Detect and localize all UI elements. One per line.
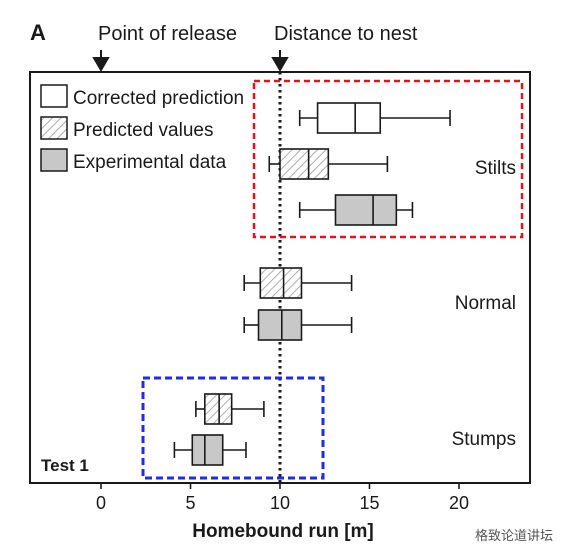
legend-swatch-filled xyxy=(40,148,68,172)
box-stilts-experimental-data xyxy=(298,194,414,226)
box-stumps-experimental-data xyxy=(173,434,247,466)
watermark: 格致论道讲坛 xyxy=(475,528,553,543)
group-label-normal: Normal xyxy=(455,293,516,314)
box-iqr xyxy=(316,102,382,134)
legend-label-experimental: Experimental data xyxy=(73,152,227,173)
box-series xyxy=(173,102,451,466)
box-stilts-corrected-prediction xyxy=(298,102,451,134)
x-tick-label: 15 xyxy=(359,493,379,513)
box-iqr xyxy=(334,194,398,226)
x-tick-label: 0 xyxy=(96,493,106,513)
box-stilts-predicted-values xyxy=(268,148,389,180)
legend-swatch-open xyxy=(40,84,68,108)
x-tick-label: 10 xyxy=(270,493,290,513)
release-arrow-icon xyxy=(92,50,110,72)
legend-swatch-hatched xyxy=(40,116,68,140)
x-tick-label: 20 xyxy=(449,493,469,513)
nest-arrow-icon xyxy=(271,50,289,72)
x-axis: 0 5 10 15 20 xyxy=(96,483,469,513)
stumps-highlight-box xyxy=(141,376,325,480)
x-axis-label: Homebound run [m] xyxy=(192,521,374,542)
box-normal-experimental-data xyxy=(243,309,353,341)
group-label-stumps: Stumps xyxy=(452,429,516,450)
panel-letter: A xyxy=(30,20,46,45)
nest-label: Distance to nest xyxy=(274,23,418,45)
group-label-stilts: Stilts xyxy=(475,158,516,179)
legend-label-predicted: Predicted values xyxy=(73,120,213,141)
box-iqr xyxy=(259,267,303,299)
box-iqr xyxy=(191,434,224,466)
box-iqr xyxy=(257,309,303,341)
box-normal-predicted-values xyxy=(243,267,353,299)
box-stumps-predicted-values xyxy=(195,393,265,425)
release-label: Point of release xyxy=(98,23,237,45)
legend: Corrected prediction Predicted values Ex… xyxy=(40,84,244,173)
test-label: Test 1 xyxy=(41,456,89,475)
legend-label-corrected: Corrected prediction xyxy=(73,88,244,109)
box-iqr xyxy=(279,148,330,180)
x-tick-label: 5 xyxy=(185,493,195,513)
stilts-highlight-box xyxy=(252,79,524,239)
box-iqr xyxy=(204,393,233,425)
